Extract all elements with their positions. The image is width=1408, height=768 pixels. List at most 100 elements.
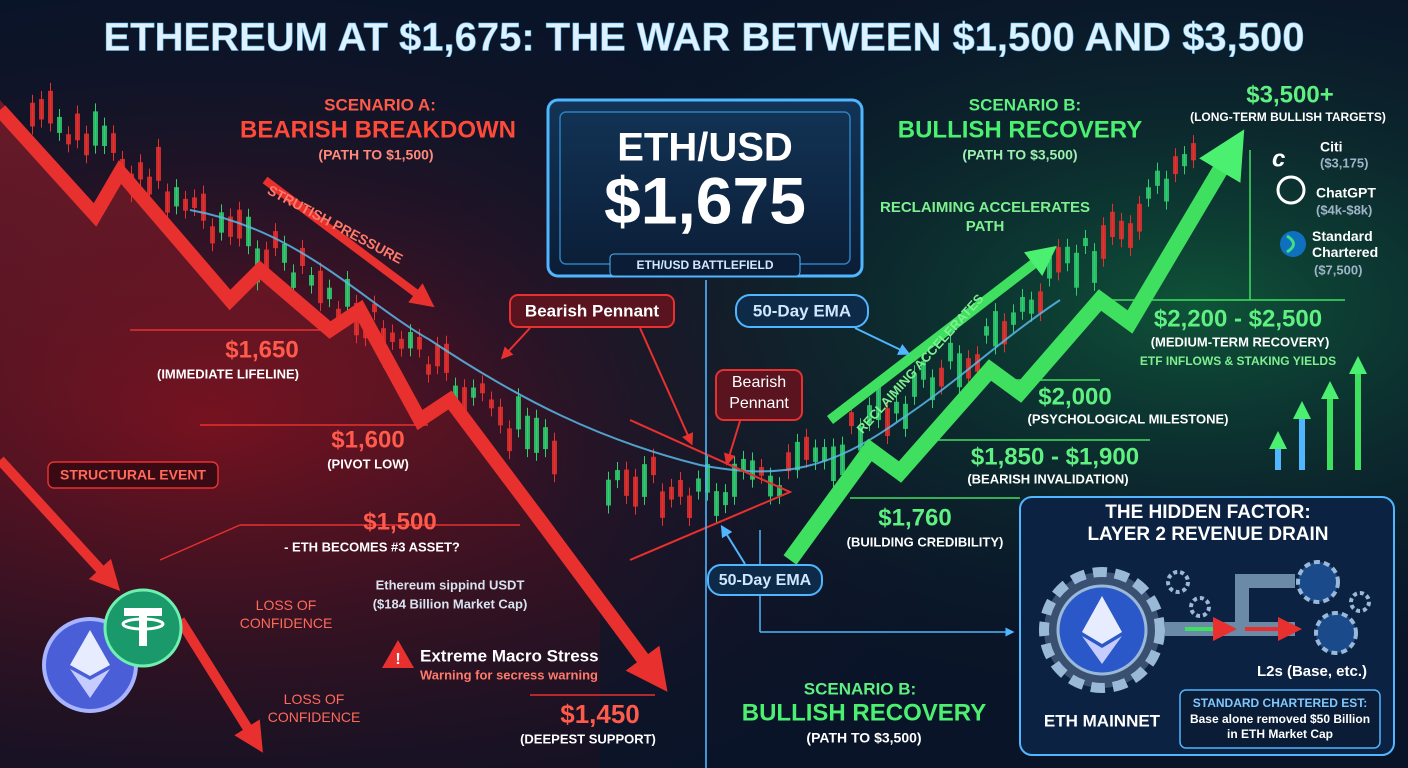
- candle: [687, 495, 692, 518]
- candle: [93, 111, 98, 146]
- bull-arrow: [826, 245, 1057, 424]
- candle: [210, 226, 215, 244]
- scenario-subtitle: (PATH TO $3,500): [806, 730, 921, 746]
- candle: [642, 464, 647, 497]
- bull-price: $2,200 - $2,500: [1154, 305, 1322, 332]
- candle: [615, 470, 620, 481]
- reclaiming-text: RECLAIMING ACCELERATES PATH: [880, 199, 1090, 235]
- target-price: $3,500+: [1246, 81, 1333, 108]
- candle: [525, 415, 530, 450]
- scenario-label: SCENARIO A:: [324, 95, 436, 114]
- candle: [939, 367, 944, 387]
- candle: [1110, 211, 1115, 238]
- callout: 50-Day EMA: [719, 572, 812, 589]
- candle: [1182, 154, 1187, 167]
- usdt-coin: [103, 588, 183, 668]
- candle: [300, 247, 305, 266]
- callout-fo: Bearish Pennant: [729, 374, 789, 412]
- bull-note: (MEDIUM-TERM RECOVERY): [1151, 334, 1330, 349]
- candle: [984, 326, 989, 336]
- candle: [1056, 247, 1061, 273]
- candle: [813, 447, 818, 462]
- candle: [426, 364, 431, 375]
- title: ETHEREUM AT $1,675: THE WAR BETWEEN $1,5…: [103, 16, 1304, 60]
- candle: [912, 373, 917, 397]
- callout-box: [509, 294, 675, 328]
- bull-note: (PSYCHOLOGICAL MILESTONE): [1027, 411, 1228, 426]
- svg-text:c: c: [1272, 145, 1285, 172]
- candle: [48, 90, 53, 124]
- bear-note: (IMMEDIATE LIFELINE): [157, 366, 299, 381]
- bull-level-lines: [850, 150, 1345, 499]
- candle: [705, 463, 710, 493]
- candle: [930, 377, 935, 401]
- candle: [750, 460, 755, 480]
- candle: [669, 486, 674, 500]
- caption: ETH/USD BATTLEFIELD: [636, 258, 773, 272]
- candle: [606, 479, 611, 506]
- candle: [174, 187, 179, 207]
- candle: [219, 212, 224, 233]
- candle: [678, 479, 683, 497]
- candle: [1173, 156, 1178, 175]
- candle: [1146, 187, 1151, 199]
- event-arrow: [175, 617, 263, 753]
- source-name: Standard Chartered: [1312, 228, 1379, 260]
- pressure-arrow: [262, 176, 435, 308]
- candle: [714, 491, 719, 516]
- candle: [399, 338, 404, 349]
- bull-price: $1,760: [878, 504, 951, 531]
- candle: [1029, 299, 1034, 314]
- scenario-subtitle: (PATH TO $1,500): [318, 147, 433, 163]
- callout-pointer: [724, 420, 741, 466]
- macro-title: Extreme Macro Stress: [420, 646, 599, 665]
- candle: [102, 125, 107, 147]
- candle: [318, 270, 323, 304]
- candle: [1020, 296, 1025, 312]
- candle: [228, 216, 233, 237]
- candle: [516, 396, 521, 430]
- callout: STRUCTURAL EVENT: [60, 467, 206, 483]
- bear-price: $1,600: [331, 426, 404, 453]
- bull-arrow: [783, 129, 1245, 565]
- warning-icon: [382, 640, 414, 668]
- callout-box: [47, 461, 219, 489]
- candle: [1155, 170, 1160, 186]
- candle: [777, 485, 782, 497]
- price: $1,675: [604, 163, 806, 237]
- candle: [741, 458, 746, 472]
- scenario-title: BULLISH RECOVERY: [742, 699, 986, 726]
- candle: [786, 452, 791, 472]
- source-name-box: Standard Chartered: [1312, 228, 1379, 260]
- rising-arrows: [1269, 356, 1367, 470]
- svg-text:!: !: [395, 651, 400, 668]
- l2-label: L2s (Base, etc.): [1257, 663, 1367, 680]
- candle: [885, 408, 890, 437]
- callout: LOSS OF CONFIDENCE: [267, 691, 361, 725]
- hidden-label: THE HIDDEN FACTOR:: [1105, 502, 1310, 523]
- candle: [408, 332, 413, 349]
- scenario-title: BEARISH BREAKDOWN: [240, 116, 516, 143]
- estimate-fo: Base alone removed $50 Billion in ETH Ma…: [1189, 712, 1371, 741]
- callout-pointer: [720, 524, 746, 565]
- scenario-title: BULLISH RECOVERY: [898, 116, 1142, 143]
- candle: [246, 216, 251, 247]
- candle: [840, 444, 845, 476]
- candle: [489, 399, 494, 409]
- candle: [453, 385, 458, 404]
- candle: [993, 311, 998, 347]
- estimate-title: STANDARD CHARTERED EST:: [1193, 696, 1367, 710]
- mainnet-label: ETH MAINNET: [1044, 711, 1161, 730]
- estimate-box: [1179, 689, 1381, 749]
- candle: [111, 133, 116, 153]
- candle: [696, 478, 701, 492]
- target-icons: c: [1272, 145, 1306, 257]
- candle: [1083, 237, 1088, 247]
- candle: [480, 383, 485, 394]
- gear-icon: [1039, 567, 1165, 693]
- candle: [921, 360, 926, 380]
- candle: [444, 343, 449, 373]
- bull-price: $2,000: [1038, 383, 1111, 410]
- candle: [633, 476, 638, 507]
- estimate-text: Base alone removed $50 Billion in ETH Ma…: [1189, 712, 1371, 741]
